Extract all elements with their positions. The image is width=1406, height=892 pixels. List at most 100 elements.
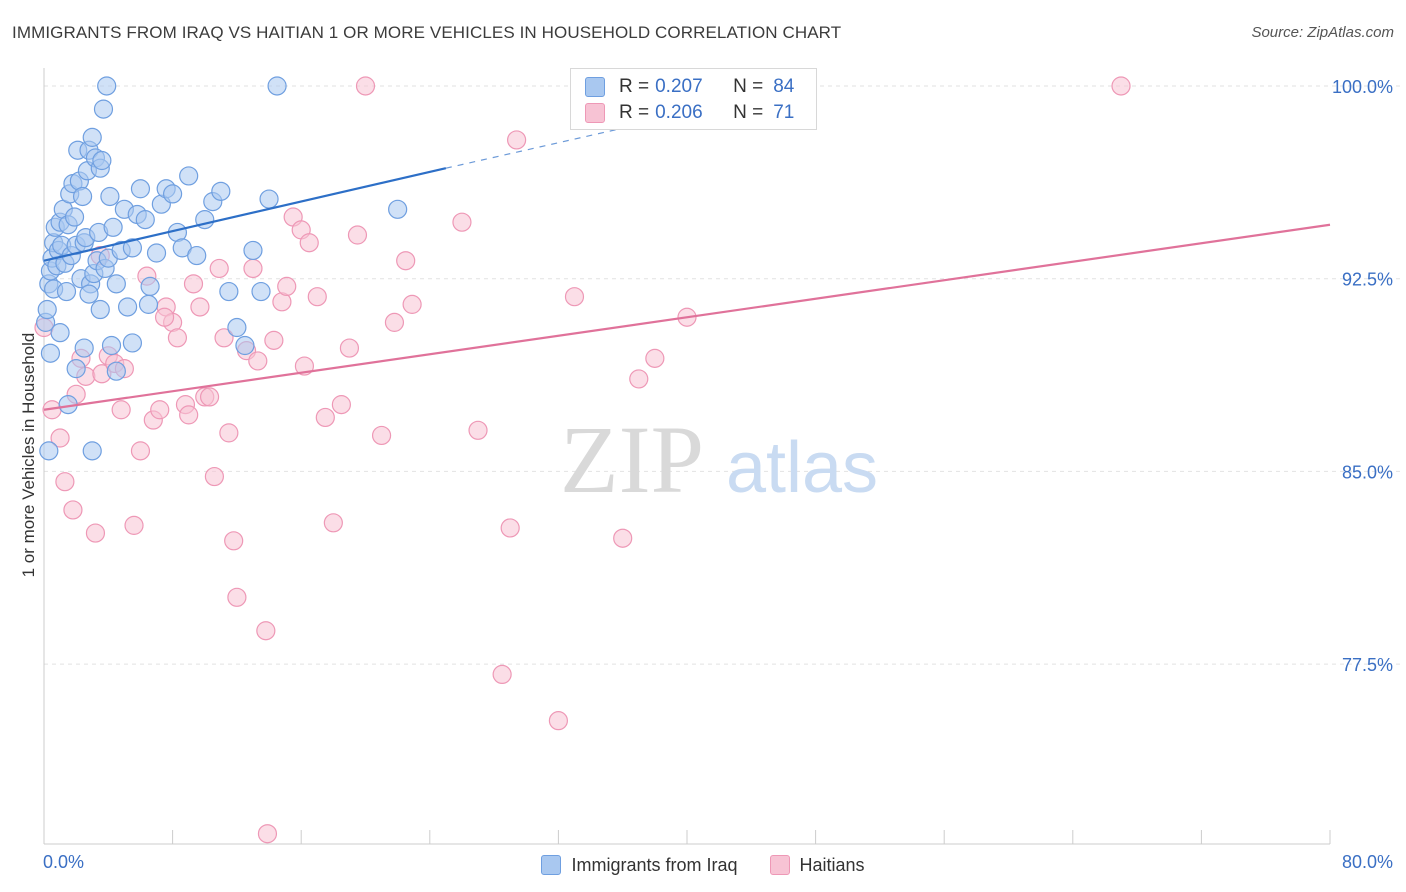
n-value: 71	[773, 102, 795, 123]
haitians-trend-line	[43, 223, 1331, 411]
y-axis-label: 1 or more Vehicles in Household	[19, 332, 38, 578]
haitians-point	[190, 297, 210, 317]
iraq-point	[97, 76, 117, 96]
iraq-point	[74, 338, 94, 358]
haitians-point	[492, 664, 512, 685]
legend-item-haitians[interactable]: Haitians	[769, 854, 865, 876]
iraq-point	[187, 245, 207, 266]
n-value: 84	[773, 76, 795, 97]
haitians-point	[50, 428, 70, 448]
iraq-point	[93, 99, 114, 119]
trend-lines	[43, 123, 1331, 411]
haitians-point	[257, 824, 278, 844]
x-tick-min: 0.0%	[43, 852, 85, 872]
haitians-point	[452, 212, 472, 232]
y-tick-label: 100.0%	[1332, 77, 1393, 97]
haitians-point	[331, 395, 351, 415]
haitians-point	[1111, 76, 1131, 96]
iraq-point	[388, 199, 408, 219]
haitians-point	[124, 515, 144, 535]
haitians-point	[384, 312, 405, 332]
legend-swatch-haitians	[769, 855, 790, 875]
iraq-point	[79, 284, 99, 304]
iraq-point	[130, 179, 151, 199]
haitians-point	[339, 338, 360, 358]
haitians-point	[248, 351, 268, 371]
haitians-point	[85, 523, 106, 543]
r-value: 0.206	[655, 102, 703, 123]
iraq-point	[92, 150, 112, 171]
r-label: R =	[619, 76, 650, 97]
iraq-trend-extension	[445, 123, 639, 169]
watermark-zip: ZIP	[560, 406, 704, 513]
iraq-point	[235, 335, 255, 356]
legend-swatch-haitians	[585, 103, 605, 123]
r-value: 0.207	[655, 76, 703, 97]
haitians-point	[55, 472, 75, 492]
iraq-point	[90, 299, 110, 320]
x-tick-max: 80.0%	[1341, 852, 1393, 872]
haitians-point	[371, 425, 392, 446]
haitians-point	[243, 258, 263, 279]
iraq-point	[140, 276, 160, 297]
iraq-point	[122, 238, 143, 258]
stats-legend: R = 0.207 N = 84 R = 0.206 N = 71	[570, 68, 817, 130]
iraq-points	[36, 76, 408, 461]
iraq-point	[39, 441, 59, 461]
iraq-point	[106, 361, 126, 381]
legend-label-iraq: Immigrants from Iraq	[571, 854, 738, 875]
source-label: Source: ZipAtlas.com	[1251, 24, 1394, 41]
iraq-point	[259, 189, 279, 209]
legend-item-iraq[interactable]: Immigrants from Iraq	[541, 854, 738, 876]
iraq-point	[122, 333, 143, 353]
haitians-point	[111, 400, 131, 420]
haitians-point	[315, 407, 335, 428]
y-tick-label: 77.5%	[1342, 655, 1393, 675]
iraq-point	[40, 343, 61, 363]
series-legend: Immigrants from Iraq Haitians	[0, 852, 1406, 878]
haitians-point	[500, 518, 520, 538]
stats-row-iraq: R = 0.207 N = 84	[585, 75, 794, 99]
iraq-point	[56, 281, 77, 302]
iraq-point	[138, 294, 159, 314]
haitians-point	[564, 287, 585, 307]
legend-label-haitians: Haitians	[799, 854, 865, 875]
iraq-point	[103, 217, 123, 237]
n-label: N =	[733, 102, 764, 123]
haitians-point	[199, 387, 220, 407]
iraq-point	[101, 335, 122, 356]
haitians-point	[219, 423, 239, 443]
iraq-point	[72, 186, 93, 207]
iraq-point	[117, 297, 138, 317]
haitians-point	[256, 621, 276, 641]
y-tick-labels: 100.0% 92.5% 85.0% 77.5%	[1332, 77, 1393, 675]
haitians-point	[224, 531, 244, 551]
iraq-point	[135, 210, 155, 230]
haitians-point	[307, 287, 327, 307]
haitians-point	[299, 233, 319, 253]
iraq-point	[106, 274, 126, 294]
iraq-point	[251, 281, 271, 302]
iraq-point	[163, 184, 183, 204]
haitians-point	[264, 330, 284, 350]
haitians-point	[548, 711, 569, 731]
haitians-point	[355, 76, 376, 96]
legend-swatch-iraq	[541, 855, 562, 875]
y-tick-label: 92.5%	[1342, 270, 1393, 290]
iraq-point	[267, 76, 287, 96]
haitians-point	[214, 328, 234, 348]
haitians-point	[179, 405, 199, 425]
haitians-point	[629, 369, 649, 389]
r-label: R =	[619, 102, 650, 123]
haitians-point	[613, 528, 633, 548]
iraq-point	[82, 127, 102, 147]
haitians-point	[130, 441, 151, 461]
iraq-trend-line	[43, 167, 447, 262]
haitians-point	[150, 400, 170, 420]
chart-title: IMMIGRANTS FROM IRAQ VS HAITIAN 1 OR MOR…	[12, 23, 842, 42]
haitians-point	[227, 587, 247, 607]
haitians-point	[402, 294, 422, 314]
haitians-points	[34, 76, 1131, 844]
iraq-point	[219, 281, 239, 302]
